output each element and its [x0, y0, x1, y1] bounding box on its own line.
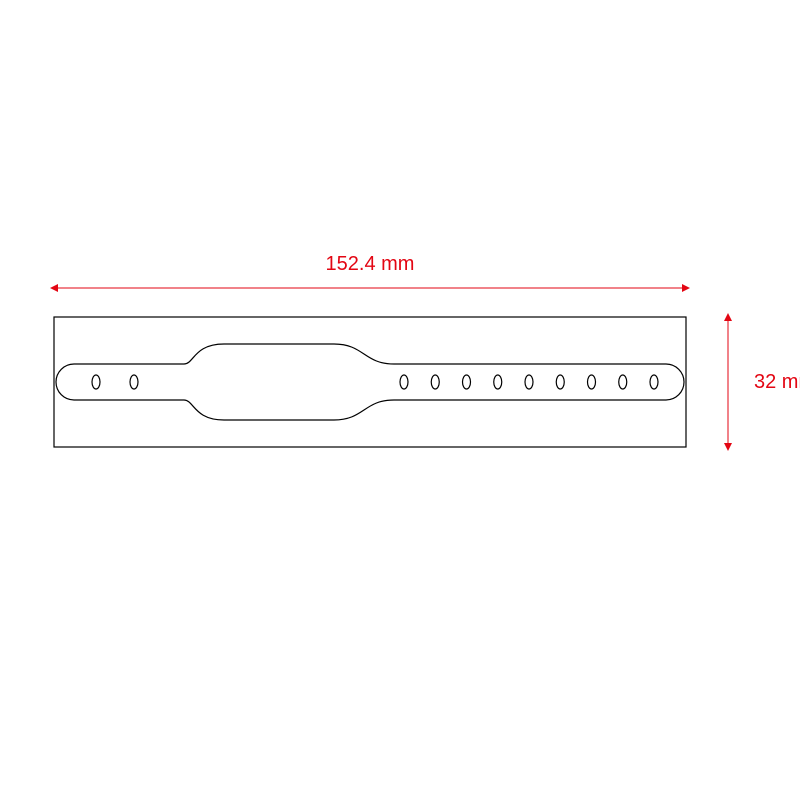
wristband-hole-right-5: [556, 375, 564, 389]
width-dimension-label: 152.4 mm: [326, 253, 415, 275]
height-dimension-label: 32 mm: [754, 371, 800, 393]
wristband-hole-left-0: [92, 375, 100, 389]
wristband-hole-right-4: [525, 375, 533, 389]
wristband-hole-right-3: [494, 375, 502, 389]
wristband-hole-right-8: [650, 375, 658, 389]
wristband-hole-right-7: [619, 375, 627, 389]
wristband-hole-right-6: [588, 375, 596, 389]
wristband-hole-right-2: [463, 375, 471, 389]
wristband-hole-left-1: [130, 375, 138, 389]
technical-drawing: 152.4 mm 32 mm: [0, 0, 800, 800]
wristband-hole-right-0: [400, 375, 408, 389]
bounding-box: [54, 317, 686, 447]
wristband-hole-right-1: [431, 375, 439, 389]
wristband-outline: [56, 344, 684, 420]
